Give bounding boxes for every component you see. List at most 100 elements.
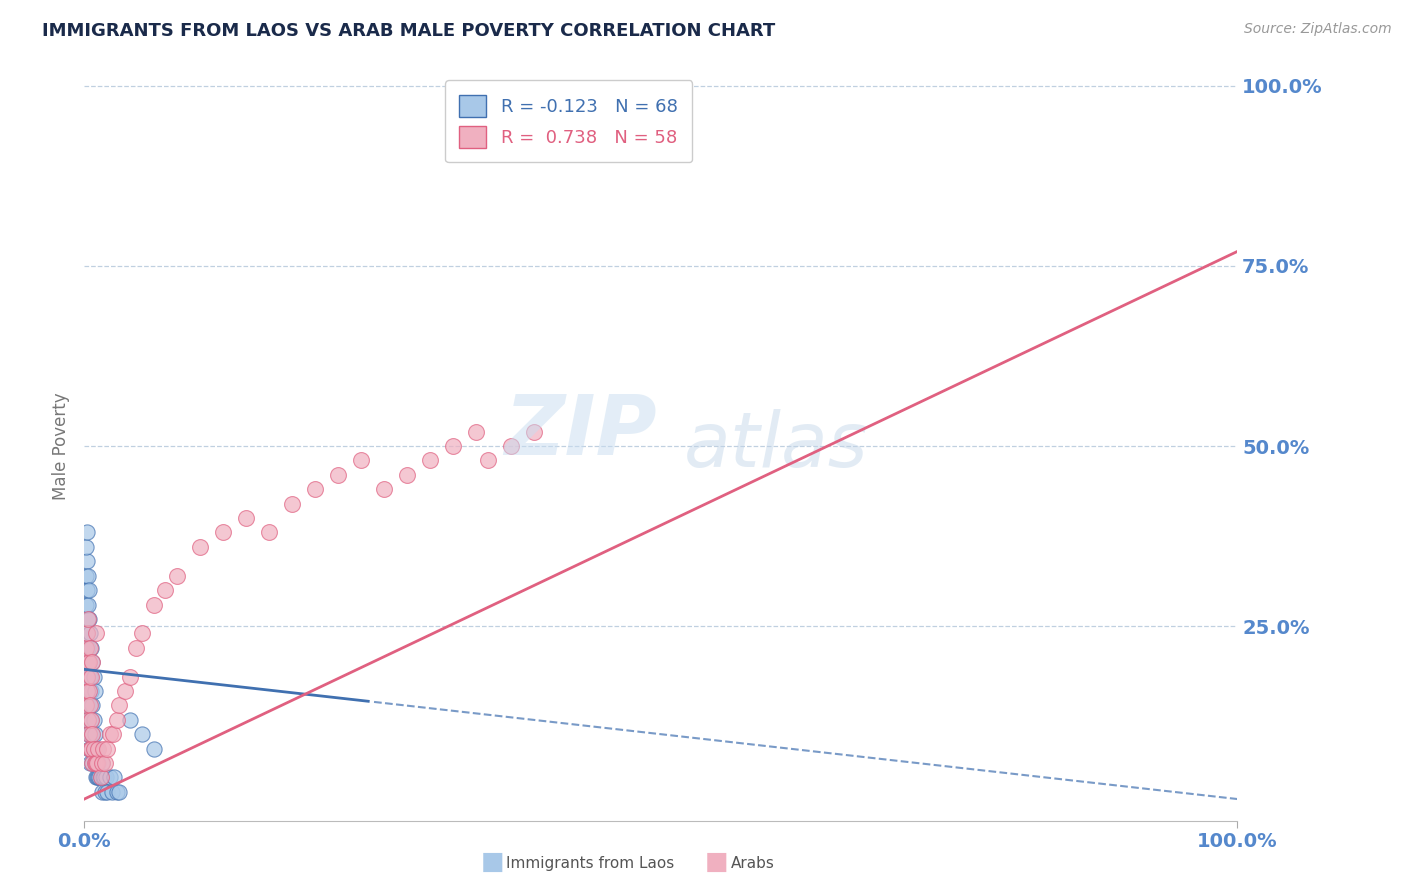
- Point: [84, 756, 107, 770]
- Point: [373, 482, 395, 496]
- Point: [326, 467, 349, 482]
- Text: Arabs: Arabs: [731, 856, 775, 871]
- Point: [90, 756, 112, 770]
- Point: [91, 741, 114, 756]
- Point: [211, 525, 233, 540]
- Point: [76, 655, 98, 669]
- Point: [87, 771, 110, 785]
- Point: [75, 640, 97, 655]
- Point: [131, 626, 153, 640]
- Point: [76, 698, 98, 713]
- Point: [76, 727, 98, 741]
- Point: [79, 741, 101, 756]
- Point: [76, 655, 98, 669]
- Point: [166, 568, 188, 582]
- Point: [108, 698, 131, 713]
- Point: [79, 669, 101, 683]
- Point: [77, 684, 100, 698]
- Point: [142, 598, 165, 612]
- Point: [142, 741, 165, 756]
- Point: [77, 612, 100, 626]
- Point: [93, 771, 115, 785]
- Point: [76, 669, 98, 683]
- Point: [96, 741, 118, 756]
- Point: [83, 756, 105, 770]
- Point: [465, 425, 488, 439]
- Point: [105, 785, 128, 799]
- Point: [83, 741, 105, 756]
- Point: [82, 655, 104, 669]
- Point: [281, 497, 304, 511]
- Point: [188, 540, 211, 554]
- Point: [80, 741, 103, 756]
- Point: [79, 698, 101, 713]
- Point: [77, 741, 100, 756]
- Point: [76, 713, 98, 727]
- Point: [91, 771, 114, 785]
- Point: [76, 713, 98, 727]
- Point: [98, 771, 121, 785]
- Point: [82, 727, 104, 741]
- Point: [89, 771, 111, 785]
- Point: [120, 669, 142, 683]
- Point: [76, 598, 98, 612]
- Y-axis label: Male Poverty: Male Poverty: [52, 392, 70, 500]
- Point: [83, 741, 105, 756]
- Point: [76, 626, 98, 640]
- Point: [76, 640, 98, 655]
- Point: [120, 713, 142, 727]
- Point: [86, 771, 108, 785]
- Point: [153, 583, 176, 598]
- Text: IMMIGRANTS FROM LAOS VS ARAB MALE POVERTY CORRELATION CHART: IMMIGRANTS FROM LAOS VS ARAB MALE POVERT…: [42, 22, 776, 40]
- Point: [499, 439, 522, 453]
- Point: [80, 640, 103, 655]
- Text: ZIP: ZIP: [503, 391, 657, 472]
- Point: [87, 741, 110, 756]
- Point: [79, 698, 101, 713]
- Point: [84, 741, 107, 756]
- Point: [86, 741, 108, 756]
- Point: [76, 626, 98, 640]
- Point: [83, 684, 105, 698]
- Point: [75, 640, 97, 655]
- Legend: R = -0.123   N = 68, R =  0.738   N = 58: R = -0.123 N = 68, R = 0.738 N = 58: [444, 80, 692, 162]
- Point: [79, 640, 101, 655]
- Point: [523, 425, 546, 439]
- Point: [90, 785, 112, 799]
- Point: [83, 713, 105, 727]
- Point: [75, 698, 97, 713]
- Point: [103, 727, 124, 741]
- Point: [96, 771, 118, 785]
- Point: [76, 554, 98, 568]
- Point: [77, 655, 100, 669]
- Point: [90, 756, 112, 770]
- Point: [76, 612, 98, 626]
- Point: [82, 698, 104, 713]
- Point: [79, 626, 101, 640]
- Point: [80, 741, 103, 756]
- Point: [84, 626, 107, 640]
- Point: [89, 771, 111, 785]
- Point: [96, 785, 118, 799]
- Point: [82, 756, 104, 770]
- Point: [77, 684, 100, 698]
- Point: [441, 439, 464, 453]
- Point: [114, 684, 136, 698]
- Point: [82, 655, 104, 669]
- Point: [105, 713, 128, 727]
- Point: [77, 727, 100, 741]
- Point: [83, 756, 105, 770]
- Point: [89, 771, 111, 785]
- Point: [94, 756, 117, 770]
- Point: [98, 727, 121, 741]
- Text: Immigrants from Laos: Immigrants from Laos: [506, 856, 675, 871]
- Point: [76, 684, 98, 698]
- Point: [76, 583, 98, 598]
- Text: ■: ■: [481, 850, 503, 874]
- Point: [82, 727, 104, 741]
- Point: [80, 713, 103, 727]
- Point: [76, 525, 98, 540]
- Point: [75, 568, 97, 582]
- Point: [125, 640, 148, 655]
- Point: [75, 598, 97, 612]
